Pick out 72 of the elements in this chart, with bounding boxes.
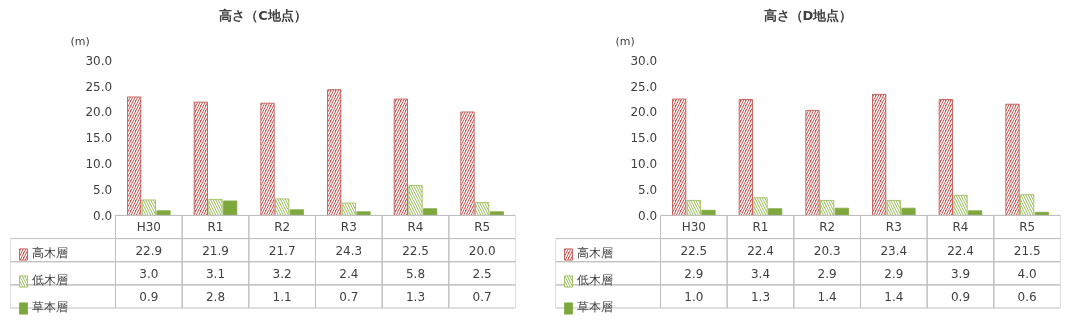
legend-label: 低木層 (32, 272, 68, 289)
data-label: 3.4 (750, 266, 771, 281)
y-tick-label: 20.0 (85, 105, 113, 120)
data-label: 3.9 (950, 266, 971, 281)
data-label: 22.4 (747, 243, 774, 258)
data-label: 1.4 (817, 289, 837, 304)
data-label: 20.0 (468, 243, 496, 258)
x-tick-label: R2 (274, 220, 291, 235)
data-label: 22.5 (402, 243, 429, 258)
data-label: 0.7 (339, 289, 359, 304)
x-tick-label: R4 (407, 220, 424, 235)
y-tick-label: 10.0 (85, 157, 113, 172)
data-label: 21.5 (1013, 243, 1041, 258)
chart-title: 高さ（D地点） (763, 7, 853, 23)
x-tick-label: R3 (885, 220, 902, 235)
x-tick-label: H30 (681, 220, 706, 235)
y-tick-label: 25.0 (85, 79, 113, 94)
data-label: 3.1 (205, 266, 226, 281)
data-label: 1.1 (272, 289, 292, 304)
y-axis-title: (m) (615, 34, 635, 48)
y-tick-label: 20.0 (630, 105, 658, 120)
y-tick-label: 5.0 (93, 183, 113, 198)
x-tick-label: R2 (819, 220, 836, 235)
chart-title: 高さ（C地点） (219, 7, 307, 23)
y-tick-label: 15.0 (630, 131, 658, 146)
x-tick-label: R3 (340, 220, 357, 235)
legend-label: 草本層 (32, 299, 68, 316)
data-label: 1.3 (750, 289, 771, 304)
data-label: 2.9 (817, 266, 837, 281)
data-label: 22.9 (135, 243, 163, 258)
y-tick-label: 5.0 (638, 183, 658, 198)
y-tick-label: 30.0 (630, 53, 658, 68)
data-label: 0.9 (139, 289, 159, 304)
data-label: 22.5 (680, 243, 708, 258)
data-label: 0.6 (1017, 289, 1037, 304)
data-label: 23.4 (880, 243, 908, 258)
data-label: 4.0 (1017, 266, 1037, 281)
data-label: 24.3 (335, 243, 363, 258)
x-tick-label: R4 (952, 220, 969, 235)
x-tick-label: H30 (136, 220, 161, 235)
data-label: 21.9 (202, 243, 229, 258)
x-tick-label: R1 (752, 220, 769, 235)
y-tick-label: 30.0 (85, 53, 113, 68)
data-label: 1.0 (684, 289, 704, 304)
data-label: 1.4 (884, 289, 904, 304)
data-label: 2.8 (205, 289, 226, 304)
y-tick-label: 25.0 (630, 79, 658, 94)
data-label: 3.2 (272, 266, 292, 281)
x-tick-label: R5 (474, 220, 491, 235)
data-label: 2.5 (472, 266, 492, 281)
data-label: 2.4 (339, 266, 359, 281)
legend-label: 高木層 (32, 245, 68, 262)
data-label: 22.4 (947, 243, 974, 258)
y-tick-label: 0.0 (93, 208, 113, 223)
data-label: 3.0 (139, 266, 159, 281)
data-label: 2.9 (884, 266, 904, 281)
data-label: 2.9 (684, 266, 704, 281)
data-label: 21.7 (268, 243, 296, 258)
data-label: 0.7 (472, 289, 492, 304)
legend-label: 高木層 (577, 245, 613, 262)
x-tick-label: R5 (1019, 220, 1036, 235)
data-label: 5.8 (405, 266, 426, 281)
legend-label: 低木層 (577, 272, 613, 289)
legend-label: 草本層 (577, 299, 613, 316)
data-label: 1.3 (405, 289, 426, 304)
y-tick-label: 0.0 (638, 208, 658, 223)
y-tick-label: 15.0 (85, 131, 113, 146)
data-label: 0.9 (950, 289, 971, 304)
y-axis-title: (m) (70, 34, 90, 48)
x-tick-label: R1 (207, 220, 224, 235)
data-label: 20.3 (813, 243, 841, 258)
y-tick-label: 10.0 (630, 157, 658, 172)
